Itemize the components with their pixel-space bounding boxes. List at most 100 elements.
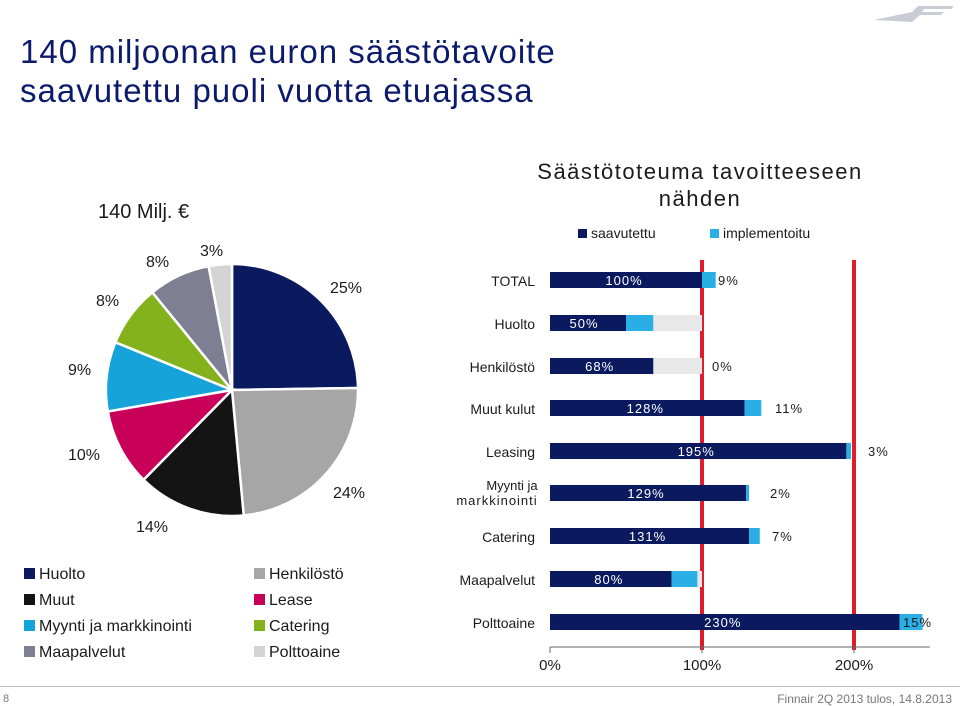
legend-swatch	[254, 646, 265, 657]
bar-value-label: 230%	[704, 615, 741, 630]
legend-label: Huolto	[39, 566, 86, 583]
category-label-line-2: markkinointi	[456, 493, 537, 508]
bar-saavutettu	[550, 485, 747, 501]
legend-label: Polttoaine	[269, 644, 341, 661]
legend-swatch	[24, 620, 35, 631]
bar-implementoitu	[749, 528, 760, 544]
legend-swatch	[254, 568, 265, 579]
legend-label: Catering	[269, 618, 330, 635]
bar-value-label: 129%	[627, 486, 664, 501]
legend-label: Henkilöstö	[269, 566, 344, 583]
bar-implemented-label: 0%	[712, 359, 733, 374]
bar-implemented-label: 11%	[775, 401, 803, 416]
bar-implemented-label: 7%	[772, 529, 793, 544]
bar-remaining	[697, 571, 702, 587]
bar-implementoitu	[846, 443, 851, 459]
pie-slice-label: 8%	[96, 293, 119, 310]
pie-slice-lease	[106, 388, 236, 482]
legend-swatch-saavutettu	[578, 229, 587, 238]
legend-item-catering: Catering	[254, 618, 329, 636]
pie-chart: 140 Milj. € 25% 24% 14% 10% 9% 8% 8% 3%	[68, 201, 365, 536]
x-tick-label: 100%	[683, 657, 721, 674]
pie-slice-label: 25%	[330, 280, 362, 297]
bar-remaining	[653, 315, 702, 331]
legend-item-maapalvelut: Maapalvelut	[24, 644, 125, 662]
bar-value-label: 195%	[678, 444, 715, 459]
bar-implementoitu	[744, 400, 762, 416]
bar-implemented-label: 3%	[868, 444, 889, 459]
legend-swatch	[254, 594, 265, 605]
legend-item-henkilöstö: Henkilöstö	[254, 566, 344, 584]
footer-text: Finnair 2Q 2013 tulos, 14.8.2013	[777, 692, 952, 706]
category-label: Henkilöstö	[470, 359, 536, 375]
bar-value-label: 80%	[594, 572, 623, 587]
bar-chart: Säästötoteuma tavoitteeseennähdensaavute…	[456, 159, 932, 674]
legend-item-huolto: Huolto	[24, 566, 85, 584]
pie-slice-label: 3%	[200, 243, 223, 260]
bar-saavutettu	[550, 315, 626, 331]
bar-title-line-1: Säästötoteuma tavoitteeseen	[537, 159, 862, 184]
bar-saavutettu	[550, 358, 654, 374]
category-label: Polttoaine	[473, 615, 535, 631]
x-tick-label: 0%	[539, 657, 561, 674]
bar-value-label: 50%	[569, 316, 598, 331]
bar-saavutettu	[550, 400, 745, 416]
category-label: TOTAL	[491, 273, 535, 289]
bar-saavutettu	[550, 614, 900, 630]
x-tick-label: 200%	[835, 657, 873, 674]
bar-remaining	[653, 358, 702, 374]
bar-implemented-label: 15%	[903, 615, 932, 630]
bar-implemented-label: 2%	[770, 486, 791, 501]
bar-value-label: 128%	[627, 401, 664, 416]
pie-slice-label: 24%	[333, 485, 365, 502]
bar-implementoitu	[626, 315, 654, 331]
category-label: Catering	[482, 529, 535, 545]
legend-swatch	[24, 568, 35, 579]
bar-implementoitu	[702, 272, 716, 288]
category-label: Muut kulut	[470, 401, 535, 417]
legend-swatch	[24, 646, 35, 657]
legend-item-muut: Muut	[24, 592, 75, 610]
category-label: Huolto	[495, 316, 536, 332]
bar-saavutettu	[550, 272, 702, 288]
bar-implemented-label: 9%	[718, 273, 739, 288]
legend-label-saavutettu: saavutettu	[591, 225, 656, 241]
legend-label: Muut	[39, 592, 75, 609]
legend-item-myynti-ja-markkinointi: Myynti ja markkinointi	[24, 618, 192, 636]
bar-implementoitu	[746, 485, 750, 501]
bar-saavutettu	[550, 443, 847, 459]
pie-slice-huolto	[230, 262, 360, 392]
bar-implementoitu	[671, 571, 698, 587]
pie-slice-label: 10%	[68, 447, 100, 464]
pie-slice-henkilöstö	[230, 386, 360, 517]
bar-saavutettu	[550, 528, 750, 544]
footer-divider	[0, 686, 960, 687]
bar-title-line-2: nähden	[659, 186, 741, 211]
bar-value-label: 100%	[605, 273, 642, 288]
page-title-line-1: 140 miljoonan euron säästötavoite	[20, 33, 556, 70]
legend-item-lease: Lease	[254, 592, 313, 610]
page-title: 140 miljoonan euron säästötavoite saavut…	[20, 32, 556, 110]
pie-slice-label: 9%	[68, 362, 91, 379]
page-number: 8	[3, 693, 10, 705]
page-title-line-2: saavutettu puoli vuotta etuajassa	[20, 72, 534, 109]
bar-value-label: 68%	[585, 359, 614, 374]
bar-saavutettu	[550, 571, 672, 587]
category-label: Leasing	[486, 444, 535, 460]
legend-label: Lease	[269, 592, 313, 609]
legend-swatch	[24, 594, 35, 605]
legend-swatch-implementoitu	[710, 229, 719, 238]
bar-value-label: 131%	[629, 529, 666, 544]
pie-slice-label: 14%	[136, 519, 168, 536]
legend-label: Myynti ja markkinointi	[39, 618, 192, 635]
legend-swatch	[254, 620, 265, 631]
pie-slice-label: 8%	[146, 254, 169, 271]
pie-slice-muut	[141, 387, 246, 518]
pie-title: 140 Milj. €	[98, 201, 189, 223]
legend-item-polttoaine: Polttoaine	[254, 644, 340, 662]
legend-label: Maapalvelut	[39, 644, 126, 661]
finnair-logo-icon	[874, 6, 954, 22]
category-label: Maapalvelut	[460, 572, 536, 588]
pie-slice-polttoaine	[207, 262, 234, 391]
legend-label-implementoitu: implementoitu	[723, 225, 810, 241]
